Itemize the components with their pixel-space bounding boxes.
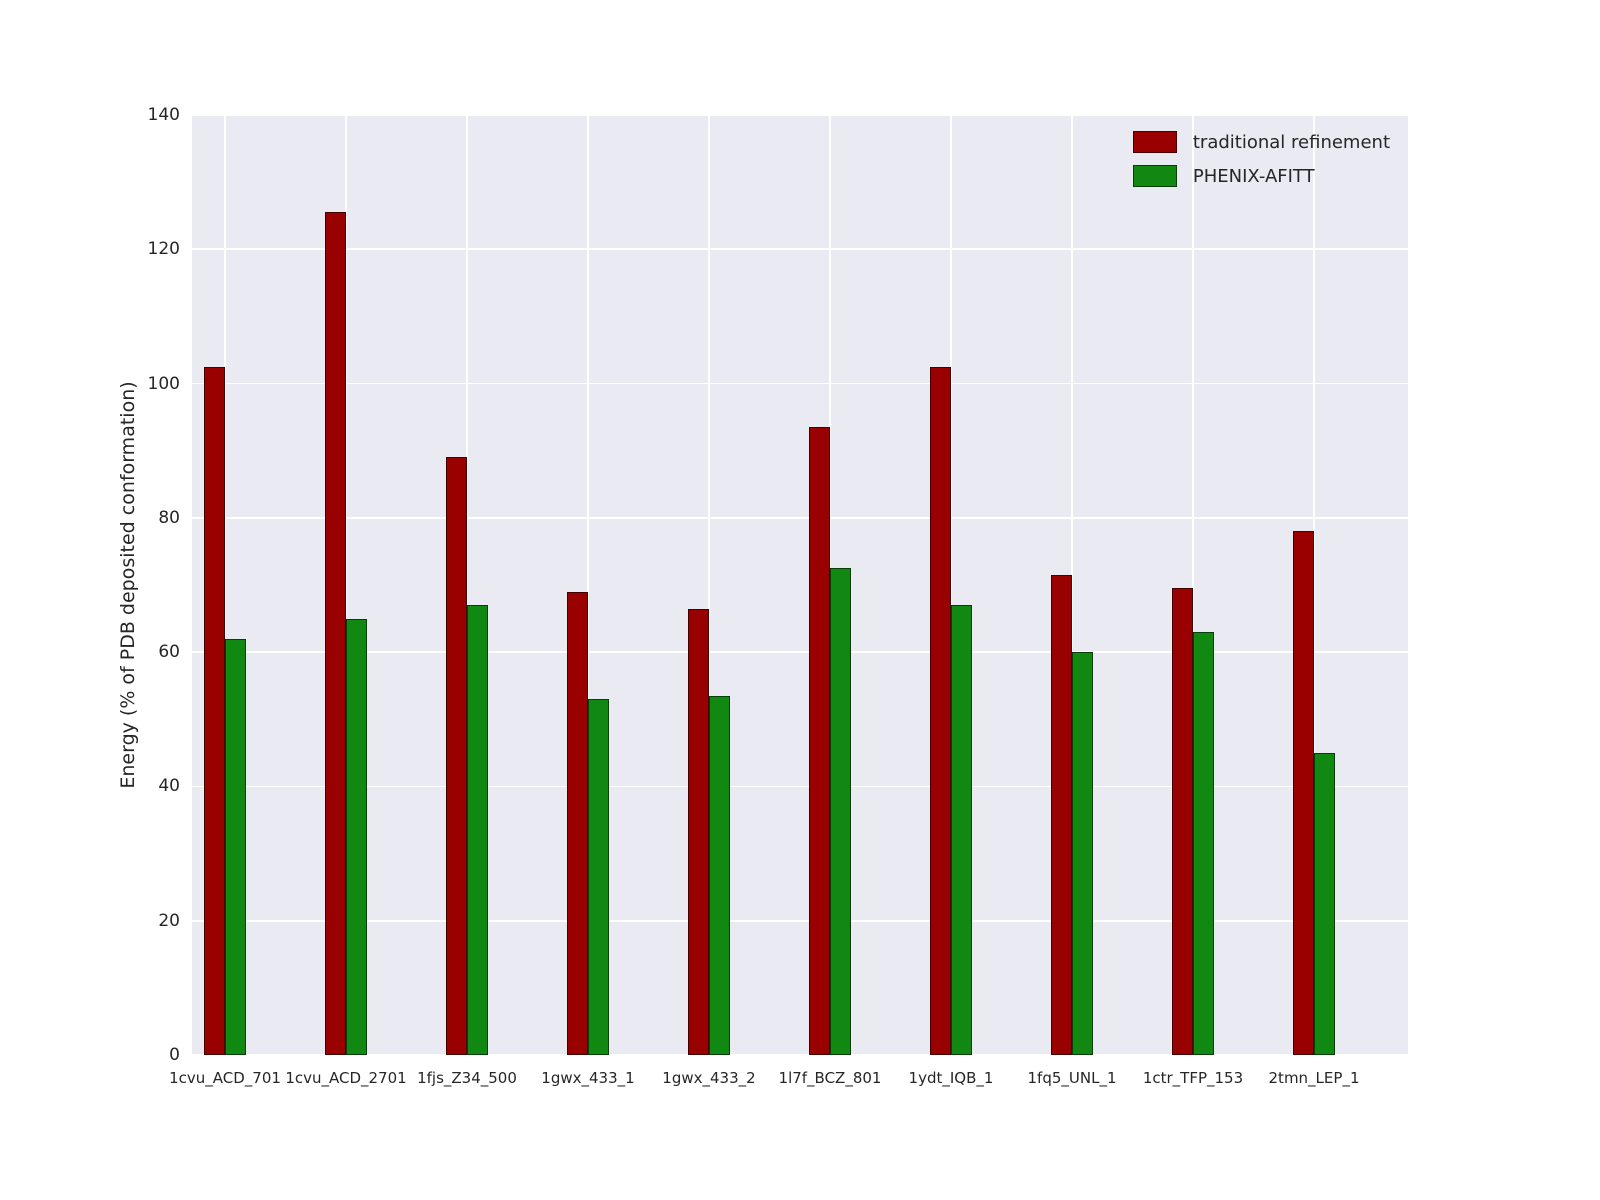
y-axis-label: Energy (% of PDB deposited conformation) — [117, 381, 139, 789]
y-tick-label: 40 — [158, 776, 180, 797]
bar-phenix-afitt — [588, 699, 609, 1055]
gridline-vertical — [587, 115, 589, 1055]
bar-traditional-refinement — [809, 427, 830, 1055]
gridline-horizontal — [192, 1054, 1408, 1056]
x-tick-label: 1gwx_433_2 — [662, 1069, 756, 1087]
legend-swatch-traditional-refinement — [1132, 131, 1177, 153]
gridline-vertical — [708, 115, 710, 1055]
bar-phenix-afitt — [1072, 652, 1093, 1055]
x-tick-label: 1ydt_IQB_1 — [908, 1069, 994, 1087]
bar-phenix-afitt — [225, 638, 246, 1055]
legend: traditional refinement PHENIX-AFITT — [1132, 131, 1390, 187]
x-tick-label: 1fq5_UNL_1 — [1027, 1069, 1117, 1087]
bar-traditional-refinement — [204, 366, 225, 1055]
y-tick-label: 20 — [158, 910, 180, 931]
gridline-horizontal — [192, 517, 1408, 519]
y-tick-label: 120 — [147, 239, 180, 260]
bar-phenix-afitt — [951, 605, 972, 1055]
y-tick-label: 0 — [169, 1045, 180, 1065]
bar-phenix-afitt — [1193, 632, 1214, 1055]
bar-traditional-refinement — [688, 608, 709, 1055]
x-tick-label: 1l7f_BCZ_801 — [778, 1069, 882, 1087]
legend-label-phenix-afitt: PHENIX-AFITT — [1192, 165, 1315, 187]
x-tick-label: 1fjs_Z34_500 — [417, 1069, 517, 1087]
gridline-horizontal — [192, 248, 1408, 251]
bar-phenix-afitt — [346, 618, 367, 1055]
bar-traditional-refinement — [325, 212, 346, 1055]
x-tick-label: 2tmn_LEP_1 — [1268, 1069, 1360, 1087]
y-tick-label: 80 — [158, 507, 180, 528]
gridline-vertical — [1192, 115, 1194, 1055]
bar-traditional-refinement — [1172, 588, 1193, 1055]
y-tick-label: 140 — [147, 105, 180, 125]
bar-phenix-afitt — [830, 568, 851, 1055]
bar-phenix-afitt — [709, 695, 730, 1055]
bar-traditional-refinement — [1051, 574, 1072, 1055]
y-tick-label: 100 — [147, 373, 180, 394]
plot-area: Energy (% of PDB deposited conformation)… — [117, 105, 1408, 1087]
legend-item-phenix-afitt: PHENIX-AFITT — [1132, 165, 1390, 187]
x-tick-label: 1cvu_ACD_701 — [169, 1069, 281, 1087]
bar-phenix-afitt — [467, 605, 488, 1055]
x-tick-label: 1ctr_TFP_153 — [1142, 1069, 1244, 1087]
x-tick-label: 1cvu_ACD_2701 — [285, 1069, 407, 1087]
x-tick-label: 1gwx_433_1 — [541, 1069, 635, 1087]
bar-traditional-refinement — [446, 457, 467, 1055]
gridline-horizontal — [192, 114, 1408, 116]
gridline-horizontal — [192, 382, 1408, 385]
legend-label-traditional-refinement: traditional refinement — [1192, 131, 1390, 153]
bar-phenix-afitt — [1314, 752, 1335, 1055]
legend-item-traditional-refinement: traditional refinement — [1132, 131, 1390, 153]
legend-swatch-phenix-afitt — [1132, 165, 1177, 187]
bar-traditional-refinement — [1293, 531, 1314, 1055]
bar-traditional-refinement — [567, 591, 588, 1055]
gridline-horizontal — [192, 785, 1408, 788]
gridline-horizontal — [192, 651, 1408, 653]
gridline-horizontal — [192, 919, 1408, 922]
y-tick-label: 60 — [158, 642, 180, 663]
bar-traditional-refinement — [930, 366, 951, 1055]
